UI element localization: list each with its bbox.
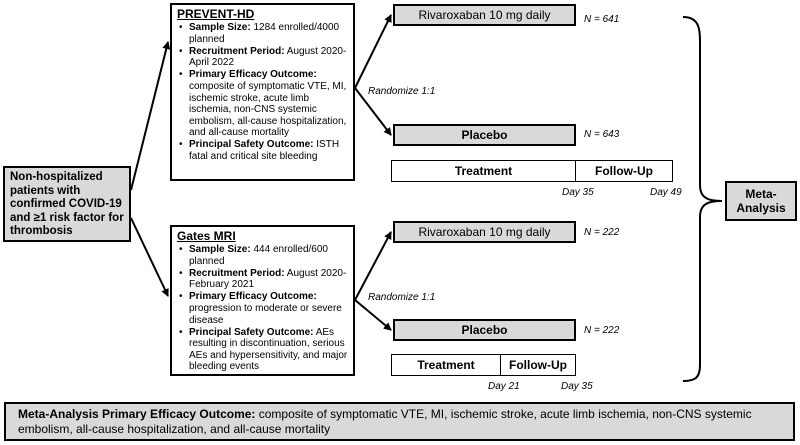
detail-label: Recruitment Period:: [189, 267, 285, 279]
trial-detail-item: Principal Safety Outcome: ISTH fatal and…: [179, 139, 348, 163]
meta-outcome-box: Meta-Analysis Primary Efficacy Outcome: …: [4, 402, 795, 441]
arm-label: Rivaroxaban 10 mg daily: [418, 8, 551, 22]
arm-placebo-prevent-hd: Placebo: [393, 124, 576, 146]
timeline-followup: Follow-Up: [575, 160, 673, 182]
timeline-treatment: Treatment: [391, 354, 501, 376]
meta-outcome-label: Meta-Analysis Primary Efficacy Outcome:: [18, 407, 256, 421]
meta-brace: [682, 16, 723, 382]
arrow-population-to-trial2: [130, 217, 169, 297]
detail-label: Primary Efficacy Outcome:: [189, 69, 317, 81]
trial-detail-item: Sample Size: 444 enrolled/600 planned: [179, 244, 348, 267]
trial-detail-item: Primary Efficacy Outcome: progression to…: [179, 291, 348, 326]
detail-label: Primary Efficacy Outcome:: [189, 291, 317, 303]
detail-text: AEs resulting in discontinuation, seriou…: [189, 326, 348, 373]
phase-label: Follow-Up: [509, 358, 567, 372]
phase-label: Follow-Up: [595, 164, 653, 178]
arrow-trial1-to-rivaroxaban: [354, 14, 392, 89]
n-label: N = 643: [584, 129, 620, 140]
day-label: Day 49: [650, 187, 682, 198]
detail-label: Sample Size:: [189, 22, 251, 33]
trial-box-prevent-hd: PREVENT-HD Sample Size: 1284 enrolled/40…: [170, 3, 355, 181]
timeline-treatment: Treatment: [391, 160, 576, 182]
timeline-followup: Follow-Up: [500, 354, 576, 376]
detail-label: Principal Safety Outcome:: [189, 139, 314, 151]
trial-detail-item: Recruitment Period: August 2020-February…: [179, 267, 348, 291]
trial-name: Gates MRI: [177, 229, 236, 243]
population-box: Non-hospitalized patients with confirmed…: [3, 166, 131, 242]
trial-detail-item: Recruitment Period: August 2020-April 20…: [179, 45, 348, 69]
day-label: Day 35: [562, 187, 594, 198]
population-text: Non-hospitalized patients with confirmed…: [10, 171, 124, 237]
detail-text: August 2020-February 2021: [189, 267, 347, 291]
arm-rivaroxaban-gates-mri: Rivaroxaban 10 mg daily: [393, 221, 576, 243]
trial-details: Sample Size: 444 enrolled/600 planned Re…: [177, 244, 348, 373]
meta-analysis-label: Meta-Analysis: [736, 187, 786, 215]
trial-box-gates-mri: Gates MRI Sample Size: 444 enrolled/600 …: [170, 225, 355, 376]
detail-label: Sample Size:: [189, 244, 251, 255]
n-label: N = 222: [584, 227, 620, 238]
meta-analysis-box: Meta-Analysis: [725, 181, 797, 221]
trial-name: PREVENT-HD: [177, 7, 255, 21]
detail-label: Recruitment Period:: [189, 45, 285, 57]
arrow-trial2-to-placebo: [354, 299, 392, 331]
arm-label: Placebo: [461, 323, 508, 337]
detail-text: ISTH fatal and critical site bleeding: [189, 139, 340, 163]
arrow-trial2-to-rivaroxaban: [354, 231, 392, 301]
arm-rivaroxaban-prevent-hd: Rivaroxaban 10 mg daily: [393, 4, 576, 26]
randomize-label: Randomize 1:1: [368, 86, 436, 97]
n-label: N = 222: [584, 325, 620, 336]
phase-label: Treatment: [417, 358, 475, 372]
day-label: Day 35: [561, 381, 593, 392]
trial-detail-item: Principal Safety Outcome: AEs resulting …: [179, 326, 348, 373]
arm-label: Placebo: [461, 128, 508, 142]
trial-detail-item: Primary Efficacy Outcome: composite of s…: [179, 69, 348, 139]
arrow-trial1-to-placebo: [354, 87, 392, 136]
detail-text: progression to moderate or severe diseas…: [189, 302, 342, 326]
detail-text: August 2020-April 2022: [189, 45, 347, 69]
detail-label: Principal Safety Outcome:: [189, 326, 314, 338]
trial-details: Sample Size: 1284 enrolled/4000 planned …: [177, 22, 348, 163]
meta-outcome-text: composite of symptomatic VTE, MI, ischem…: [18, 407, 752, 436]
day-label: Day 21: [488, 381, 520, 392]
phase-label: Treatment: [454, 164, 513, 178]
n-label: N = 641: [584, 14, 620, 25]
randomize-label: Randomize 1:1: [368, 292, 436, 303]
detail-text: 444 enrolled/600 planned: [189, 244, 328, 267]
detail-text: composite of symptomatic VTE, MI, ischem…: [189, 80, 347, 139]
arrow-population-to-trial1: [130, 41, 171, 191]
trial-detail-item: Sample Size: 1284 enrolled/4000 planned: [179, 22, 348, 45]
arm-label: Rivaroxaban 10 mg daily: [418, 225, 551, 239]
arm-placebo-gates-mri: Placebo: [393, 319, 576, 341]
detail-text: 1284 enrolled/4000 planned: [189, 22, 340, 45]
